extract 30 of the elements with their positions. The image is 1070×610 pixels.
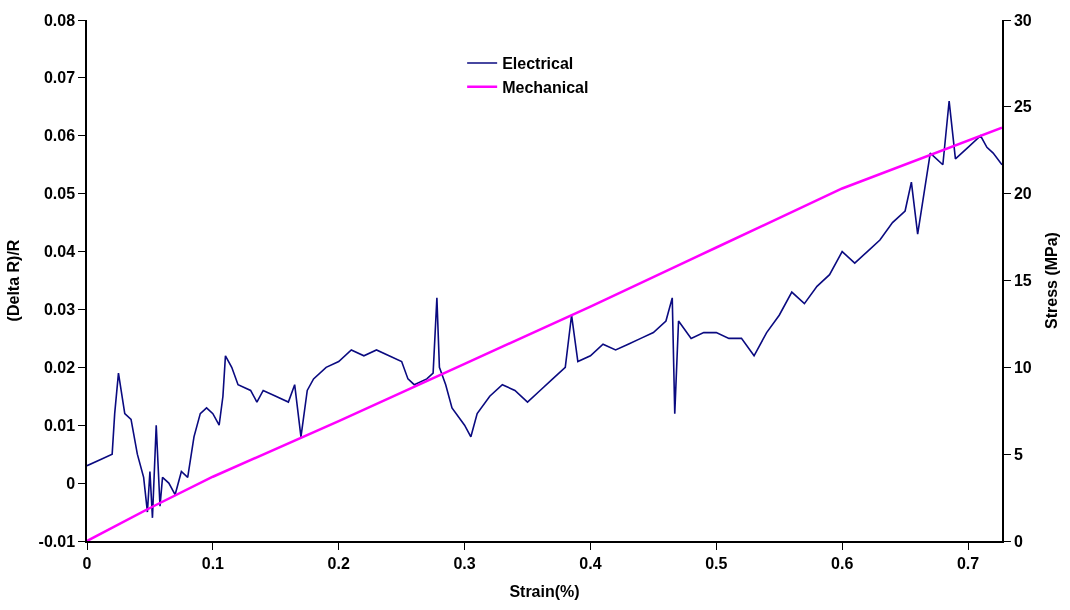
- y-axis-title: (Delta R)/R: [4, 239, 22, 322]
- y-tick-label: 0.02: [43, 358, 76, 376]
- x-tick-label: 0.6: [831, 554, 854, 572]
- y2-tick-label: 5: [1013, 445, 1023, 463]
- y2-tick-label: 20: [1013, 185, 1032, 203]
- y2-tick-label: 15: [1013, 272, 1032, 290]
- x-tick-label: 0.1: [201, 554, 225, 572]
- x-tick-label: 0.4: [579, 554, 602, 572]
- y-tick-label: 0.03: [43, 301, 76, 319]
- x-tick-label: 0.5: [705, 554, 728, 572]
- x-axis-title: Strain(%): [509, 583, 580, 601]
- y-tick-label: 0: [66, 474, 76, 492]
- x-tick-label: 0.3: [453, 554, 476, 572]
- y2-tick-label: 30: [1013, 11, 1032, 29]
- y-tick-label: 0.07: [43, 69, 76, 87]
- y2-tick-label: 0: [1013, 532, 1023, 550]
- y2-tick-label: 10: [1013, 358, 1032, 376]
- y-tick-label: 0.06: [43, 127, 76, 145]
- legend-label: Electrical: [502, 55, 574, 73]
- x-tick-label: 0.7: [956, 554, 980, 572]
- x-tick-label: 0.2: [327, 554, 350, 572]
- y-tick-label: 0.04: [43, 243, 76, 261]
- y-tick-label: -0.01: [38, 532, 76, 550]
- y2-tick-label: 25: [1013, 98, 1032, 116]
- legend-label: Mechanical: [502, 78, 589, 96]
- y-tick-label: 0.05: [43, 185, 76, 203]
- x-tick-label: 0: [82, 554, 92, 572]
- y2-axis-title: Stress (MPa): [1043, 232, 1061, 329]
- y-tick-label: 0.08: [43, 11, 76, 29]
- y-tick-label: 0.01: [43, 416, 76, 434]
